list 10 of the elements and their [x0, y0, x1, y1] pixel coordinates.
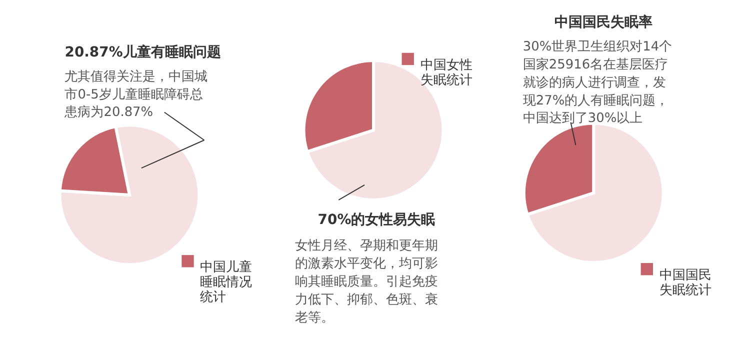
chart-title: 中国国民失眠率 [554, 14, 653, 31]
chart-subtitle: 尤其值得关注是，中国城市0-5岁儿童睡眠障碍总患病为20.87% [64, 69, 208, 120]
legend-label: 中国国民失眠统计 [659, 268, 712, 298]
chart-title: 20.87%儿童有睡眠问题 [64, 43, 221, 60]
legend-label: 中国儿童睡眠情况统计 [200, 259, 252, 305]
legend-label: 中国女性失眠统计 [420, 58, 472, 88]
chart-subtitle: 30%世界卫生组织对14个国家25916名在基层医疗就诊的病人进行调查，发现27%的人有睡眠问题，中国达到了30%以上 [522, 39, 672, 126]
text: 70%的女性易失眠 [318, 212, 436, 228]
text: 女性月经、孕期和更年期的激素水平变化，均可影响其睡眠质量。引起免疫力低下、抑郁、色斑、衰老等。 [294, 238, 438, 326]
pie-slice [58, 124, 201, 266]
